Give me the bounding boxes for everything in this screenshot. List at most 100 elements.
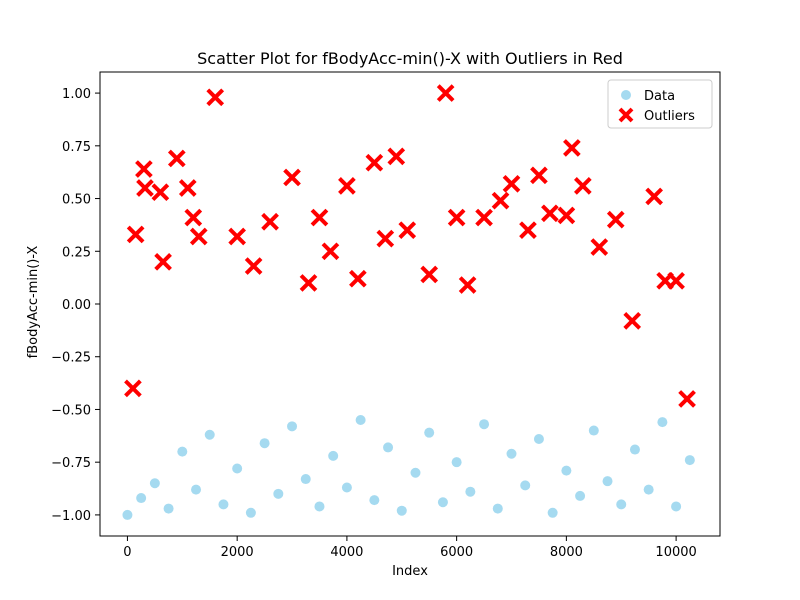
outlier-point [420,265,439,284]
outlier-point [458,276,477,294]
outlier-point [436,84,455,102]
y-axis: −1.00 −0.75 −0.50 −0.25 0.00 0.25 0.50 0.75 1.00 [51,87,100,524]
outlier-point [678,390,696,408]
outlier-point [398,221,417,240]
data-point [575,490,586,501]
data-point [287,421,298,432]
legend-label-outliers: Outliers [644,109,695,124]
data-point [259,438,270,449]
y-tick-label: 0.00 [62,298,91,313]
data-point [341,482,352,493]
outlier-point [349,269,367,288]
outlier-point [151,183,170,202]
y-tick-label: 0.25 [62,245,91,260]
x-tick-label: 2000 [221,545,254,560]
y-tick-label: −0.50 [51,403,91,418]
data-point [328,450,339,461]
data-point [177,446,188,457]
data-point [149,478,160,489]
outlier-point [124,379,142,398]
outlier-point [387,147,406,166]
outlier-point [645,187,663,206]
data-point [424,427,435,438]
outlier-point [491,191,510,210]
outlier-point [590,238,609,256]
outlier-point [475,208,493,227]
data-point [629,444,640,455]
x-tick-label: 10000 [655,545,696,560]
data-point [383,442,394,453]
outlier-point [283,168,301,187]
legend: Data Outliers [607,79,713,129]
outlier-point [502,174,521,193]
data-point [218,499,229,510]
outlier-point [228,227,246,246]
outlier-point [365,153,384,172]
legend-marker-outliers [618,107,634,123]
outlier-point [136,179,154,197]
data-point [506,448,517,459]
data-point [643,484,654,495]
outlier-point [299,274,318,292]
data-point [492,503,503,514]
data-point [204,429,215,440]
x-tick-label: 4000 [330,545,363,560]
y-tick-label: 0.75 [62,140,91,155]
plot-area [99,71,721,537]
outlier-point [178,179,197,197]
outlier-point [244,257,263,275]
data-point [561,465,572,476]
data-point [245,507,256,518]
x-axis: 0 2000 4000 6000 8000 10000 [123,536,697,560]
y-tick-label: 0.50 [62,193,91,208]
x-tick-label: 8000 [550,545,583,560]
outlier-point [338,177,356,195]
data-point [191,484,202,495]
outlier-point [206,88,225,107]
data-point [122,509,133,520]
data-point [136,493,147,504]
outlier-point [541,204,559,223]
data-point [465,486,476,497]
outlier-point [563,139,581,157]
outlier-point [261,212,279,231]
outlier-point [623,312,642,330]
data-point [684,455,695,466]
data-point [616,499,627,510]
plot-frame [99,71,721,537]
chart-title: Scatter Plot for fBodyAcc-min()-X with O… [197,49,623,68]
outlier-point [154,252,172,271]
outlier-point [519,221,537,240]
data-point [533,433,544,444]
outlier-point [135,160,153,178]
outlier-point [530,166,548,185]
outlier-point [126,225,145,244]
data-point [479,419,490,430]
legend-label-data: Data [644,89,675,104]
data-point [396,505,407,516]
data-point [437,497,448,508]
data-point [657,417,668,428]
data-point [410,467,421,478]
data-point [355,415,366,425]
outlier-point [447,208,466,227]
x-tick-label: 6000 [440,545,473,560]
data-point [273,488,284,499]
legend-box [607,79,713,129]
x-axis-label: Index [392,564,428,579]
outlier-point [184,208,203,227]
outlier-point [574,177,592,195]
data-point [314,501,325,512]
outlier-point [606,210,625,229]
y-tick-label: −0.25 [51,351,91,366]
data-point [232,463,243,474]
y-tick-label: 1.00 [62,87,91,102]
data-point [547,507,558,518]
data-point [520,480,531,491]
outlier-point [167,149,186,168]
outlier-point [321,242,340,261]
data-point [300,474,311,485]
outlier-point [557,206,576,225]
outlier-point [376,229,395,248]
